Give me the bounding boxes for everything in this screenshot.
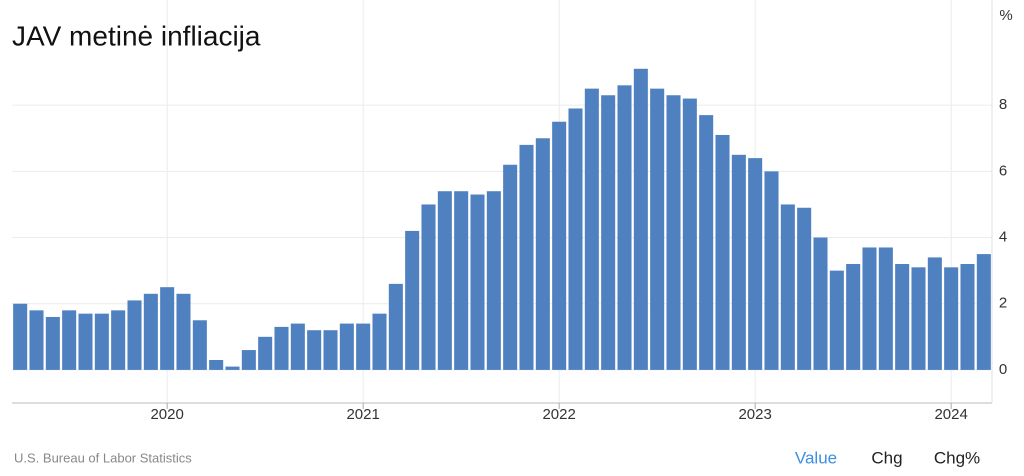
bar: [241, 350, 256, 370]
bar: [388, 283, 403, 370]
x-tick-label: 2020: [150, 406, 183, 423]
bar: [519, 144, 534, 370]
bar: [470, 194, 485, 370]
unit-label: %: [999, 7, 1012, 24]
bar: [895, 264, 910, 370]
bar: [94, 313, 109, 370]
button-chg[interactable]: Chg: [871, 448, 902, 467]
bar: [846, 264, 861, 370]
bar: [944, 267, 959, 370]
bar: [160, 287, 175, 370]
bar: [797, 207, 812, 370]
bar: [274, 326, 289, 370]
bar: [13, 303, 28, 370]
bar: [437, 191, 452, 370]
bar: [731, 154, 746, 370]
bar: [486, 191, 501, 370]
bar: [356, 323, 371, 370]
bar: [633, 68, 648, 370]
bar: [699, 115, 714, 370]
bar: [976, 254, 991, 370]
bar: [62, 310, 77, 370]
bar: [127, 300, 142, 370]
bar: [339, 323, 354, 370]
bar: [372, 313, 387, 370]
x-tick-label: 2022: [542, 406, 575, 423]
bar: [813, 237, 828, 370]
source: U.S. Bureau of Labor Statistics: [14, 450, 192, 465]
bar: [405, 230, 420, 370]
y-tick-label: 8: [999, 96, 1007, 113]
bar: [650, 88, 665, 370]
bar: [209, 359, 224, 370]
bar: [176, 293, 191, 370]
x-tick-label: 2021: [346, 406, 379, 423]
x-tick-label: 2023: [738, 406, 771, 423]
bar: [748, 158, 763, 370]
bar: [927, 257, 942, 370]
bar: [143, 293, 158, 370]
bar: [666, 95, 681, 370]
bar: [323, 330, 338, 370]
bar: [960, 264, 975, 370]
bar: [421, 204, 436, 370]
y-tick-label: 2: [999, 295, 1007, 312]
button-chg-pct[interactable]: Chg%: [934, 448, 980, 467]
bar: [78, 313, 93, 370]
bar: [584, 88, 599, 370]
bar: [601, 95, 616, 370]
bar: [829, 270, 844, 370]
bar: [29, 310, 44, 370]
x-tick-label: 2024: [934, 406, 967, 423]
button-value[interactable]: Value: [795, 448, 837, 467]
bar: [192, 320, 207, 370]
bar: [290, 323, 305, 370]
bar: [715, 134, 730, 370]
bar: [307, 330, 322, 370]
bar: [258, 336, 273, 370]
y-tick-label: 6: [999, 162, 1007, 179]
bar: [225, 366, 240, 370]
bar: [503, 164, 518, 370]
bar: [454, 191, 469, 370]
bar: [862, 247, 877, 370]
y-tick-label: 4: [999, 229, 1007, 246]
bar: [878, 247, 893, 370]
bar: [568, 108, 583, 370]
bar: [764, 171, 779, 370]
bar: [552, 121, 567, 370]
bar: [111, 310, 126, 370]
bar: [45, 316, 60, 370]
chart-title: JAV metinė infliacija: [12, 20, 261, 51]
y-tick-label: 0: [999, 361, 1007, 378]
bar: [911, 267, 926, 370]
bar: [780, 204, 795, 370]
bar: [682, 98, 697, 370]
bar: [535, 138, 550, 370]
bar: [617, 85, 632, 370]
